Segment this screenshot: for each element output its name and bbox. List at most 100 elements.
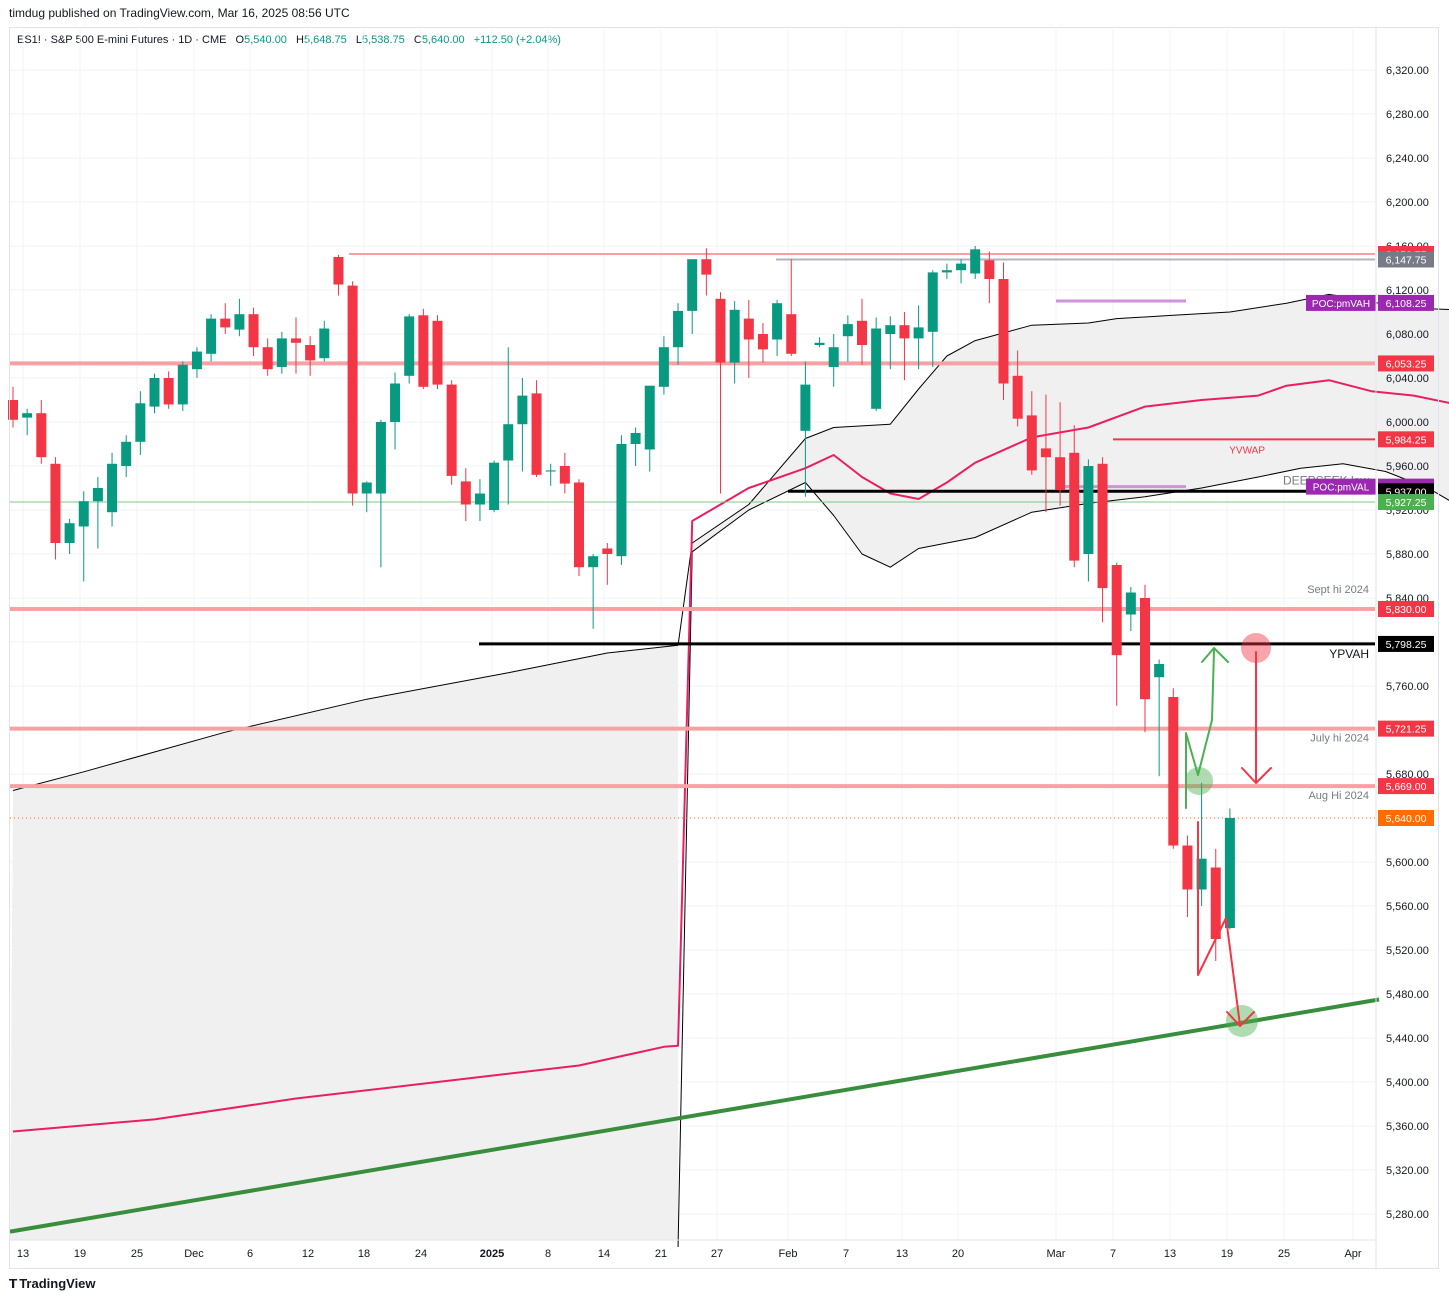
price-badge-bg xyxy=(1378,778,1434,795)
candle-body xyxy=(927,272,938,332)
candle-body xyxy=(50,463,61,543)
y-tick-label: 5,320.00 xyxy=(1386,1165,1429,1177)
price-badge: 5,669.00 xyxy=(1386,781,1427,793)
y-tick-label: 5,560.00 xyxy=(1386,901,1429,913)
candle-body xyxy=(800,384,811,431)
x-tick-label: Feb xyxy=(779,1248,798,1260)
y-tick-label: 6,320.00 xyxy=(1386,65,1429,77)
price-badge-bg xyxy=(1378,601,1434,617)
candle-body xyxy=(8,400,18,420)
vwap-line xyxy=(12,379,1449,1133)
candle-body xyxy=(1224,818,1235,928)
candle-body xyxy=(503,424,514,461)
y-tick-label: 5,360.00 xyxy=(1386,1121,1429,1133)
y-tick-label: 6,080.00 xyxy=(1386,329,1429,341)
tradingview-logo-icon: 𝗧 xyxy=(9,1277,18,1291)
x-tick-label: 25 xyxy=(1278,1248,1290,1260)
y-tick-label: 5,440.00 xyxy=(1386,1033,1429,1045)
candle-body xyxy=(1140,598,1150,700)
trendline xyxy=(9,997,1380,1234)
candle-body xyxy=(163,378,174,405)
candle-body xyxy=(1069,452,1080,561)
x-tick-label: 13 xyxy=(17,1248,29,1260)
candle-body xyxy=(743,318,754,340)
candle-body xyxy=(574,482,584,568)
price-badge: 5,721.25 xyxy=(1386,724,1427,736)
candle-body xyxy=(517,395,528,425)
x-tick-label: Apr xyxy=(1344,1248,1361,1260)
target-circle-trend xyxy=(1226,1005,1258,1037)
candle-body xyxy=(404,316,415,376)
price-badge-bg xyxy=(1378,810,1434,826)
price-badge-bg xyxy=(1378,494,1434,511)
candle-body xyxy=(22,413,33,418)
x-tick-label: Dec xyxy=(184,1248,204,1260)
x-tick-label: 19 xyxy=(1221,1248,1233,1260)
candle-body xyxy=(941,270,952,273)
open-label: O xyxy=(235,34,245,46)
candle-body xyxy=(814,342,825,345)
candle-body xyxy=(418,315,429,387)
x-tick-label: 13 xyxy=(1164,1248,1176,1260)
poc-vah-label: POC:pmVAH xyxy=(1312,299,1370,310)
high-label: H xyxy=(296,34,304,46)
candle-body xyxy=(828,347,839,367)
candle-body xyxy=(658,347,669,387)
candle-body xyxy=(956,263,967,271)
price-badge: 6,053.25 xyxy=(1386,358,1427,370)
candle-body xyxy=(149,378,160,407)
candle-body xyxy=(715,298,726,363)
candle-body xyxy=(1111,565,1122,656)
candle-body xyxy=(545,470,556,472)
lower-band-line xyxy=(677,463,1449,1248)
x-tick-label: 7 xyxy=(843,1248,849,1260)
price-badge: 6,147.75 xyxy=(1386,254,1427,266)
x-tick-label: 6 xyxy=(247,1248,253,1260)
candle-body xyxy=(1210,867,1221,939)
candle-body xyxy=(899,325,910,339)
tradingview-logo[interactable]: 𝗧 TradingView xyxy=(9,1276,96,1291)
candle-body xyxy=(107,463,118,513)
sept-hi-tag: Sept hi 2024 xyxy=(1307,584,1369,596)
x-tick-label: 7 xyxy=(1110,1248,1116,1260)
july-hi-tag: July hi 2024 xyxy=(1310,733,1369,745)
candle-body xyxy=(474,493,485,505)
candle-body xyxy=(970,249,981,274)
x-tick-label: 8 xyxy=(545,1248,551,1260)
candle-body xyxy=(291,338,301,343)
price-badge: 5,927.25 xyxy=(1386,497,1427,509)
bull-path-arrow xyxy=(1185,649,1215,809)
candle-body xyxy=(262,347,273,370)
candle-body xyxy=(871,328,882,409)
poc-vah-label-box xyxy=(1306,294,1376,311)
x-tick-label: 13 xyxy=(896,1248,908,1260)
low-value: 5,538.75 xyxy=(361,34,405,46)
price-badge: 5,640.00 xyxy=(1386,813,1427,825)
candle-body xyxy=(1182,845,1193,890)
poc-val-label: POC:pmVAL xyxy=(1313,483,1370,494)
candle-body xyxy=(333,257,344,285)
tradingview-logo-text: TradingView xyxy=(19,1276,96,1291)
y-tick-label: 6,200.00 xyxy=(1386,197,1429,209)
y-tick-label: 6,040.00 xyxy=(1386,373,1429,385)
y-tick-label: 6,120.00 xyxy=(1386,285,1429,297)
candle-body xyxy=(1196,858,1207,890)
x-tick-label: 12 xyxy=(302,1248,314,1260)
candle-body xyxy=(319,328,330,359)
y-tick-label: 6,000.00 xyxy=(1386,417,1429,429)
candle-body xyxy=(276,338,287,367)
y-tick-label: 5,400.00 xyxy=(1386,1077,1429,1089)
y-tick-label: 5,600.00 xyxy=(1386,857,1429,869)
x-tick-label: 19 xyxy=(74,1248,86,1260)
candle-body xyxy=(1055,457,1066,491)
candle-body xyxy=(644,385,655,450)
candle-body xyxy=(729,309,740,363)
x-tick-label: 2025 xyxy=(480,1248,504,1260)
symbol-title: ES1! · S&P 500 E-mini Futures · 1D · CME xyxy=(17,34,227,46)
candle-body xyxy=(92,488,103,502)
price-badge-bg xyxy=(1378,251,1434,268)
candle-body xyxy=(757,334,768,350)
candle-body xyxy=(998,279,1009,384)
candle-body xyxy=(616,444,627,557)
